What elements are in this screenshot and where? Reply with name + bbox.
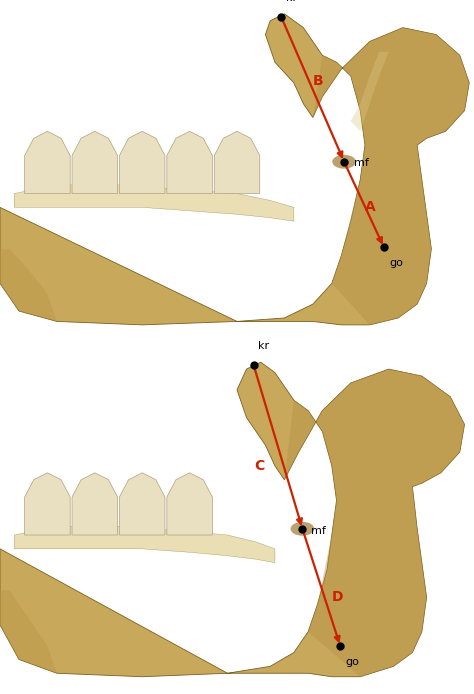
Ellipse shape: [332, 155, 356, 169]
Polygon shape: [284, 369, 465, 677]
Polygon shape: [72, 131, 118, 194]
Polygon shape: [351, 52, 389, 131]
Text: D: D: [332, 590, 343, 604]
Text: mf: mf: [311, 525, 326, 536]
Polygon shape: [14, 183, 294, 221]
Polygon shape: [313, 28, 469, 325]
Text: B: B: [313, 74, 324, 88]
Ellipse shape: [291, 522, 314, 536]
Polygon shape: [167, 131, 212, 194]
Polygon shape: [214, 131, 260, 194]
Polygon shape: [0, 591, 57, 673]
Text: go: go: [345, 657, 359, 667]
Polygon shape: [14, 525, 275, 563]
Polygon shape: [25, 131, 70, 194]
Text: kr: kr: [286, 0, 297, 3]
Text: C: C: [255, 459, 265, 473]
Polygon shape: [0, 362, 465, 677]
Polygon shape: [119, 473, 165, 535]
Text: kr: kr: [258, 341, 269, 351]
Polygon shape: [0, 14, 469, 325]
Text: mf: mf: [354, 158, 368, 169]
Polygon shape: [167, 473, 212, 535]
Polygon shape: [72, 473, 118, 535]
Polygon shape: [25, 473, 70, 535]
Polygon shape: [0, 249, 57, 321]
Text: A: A: [365, 201, 376, 214]
Polygon shape: [119, 131, 165, 194]
Text: go: go: [390, 258, 403, 268]
